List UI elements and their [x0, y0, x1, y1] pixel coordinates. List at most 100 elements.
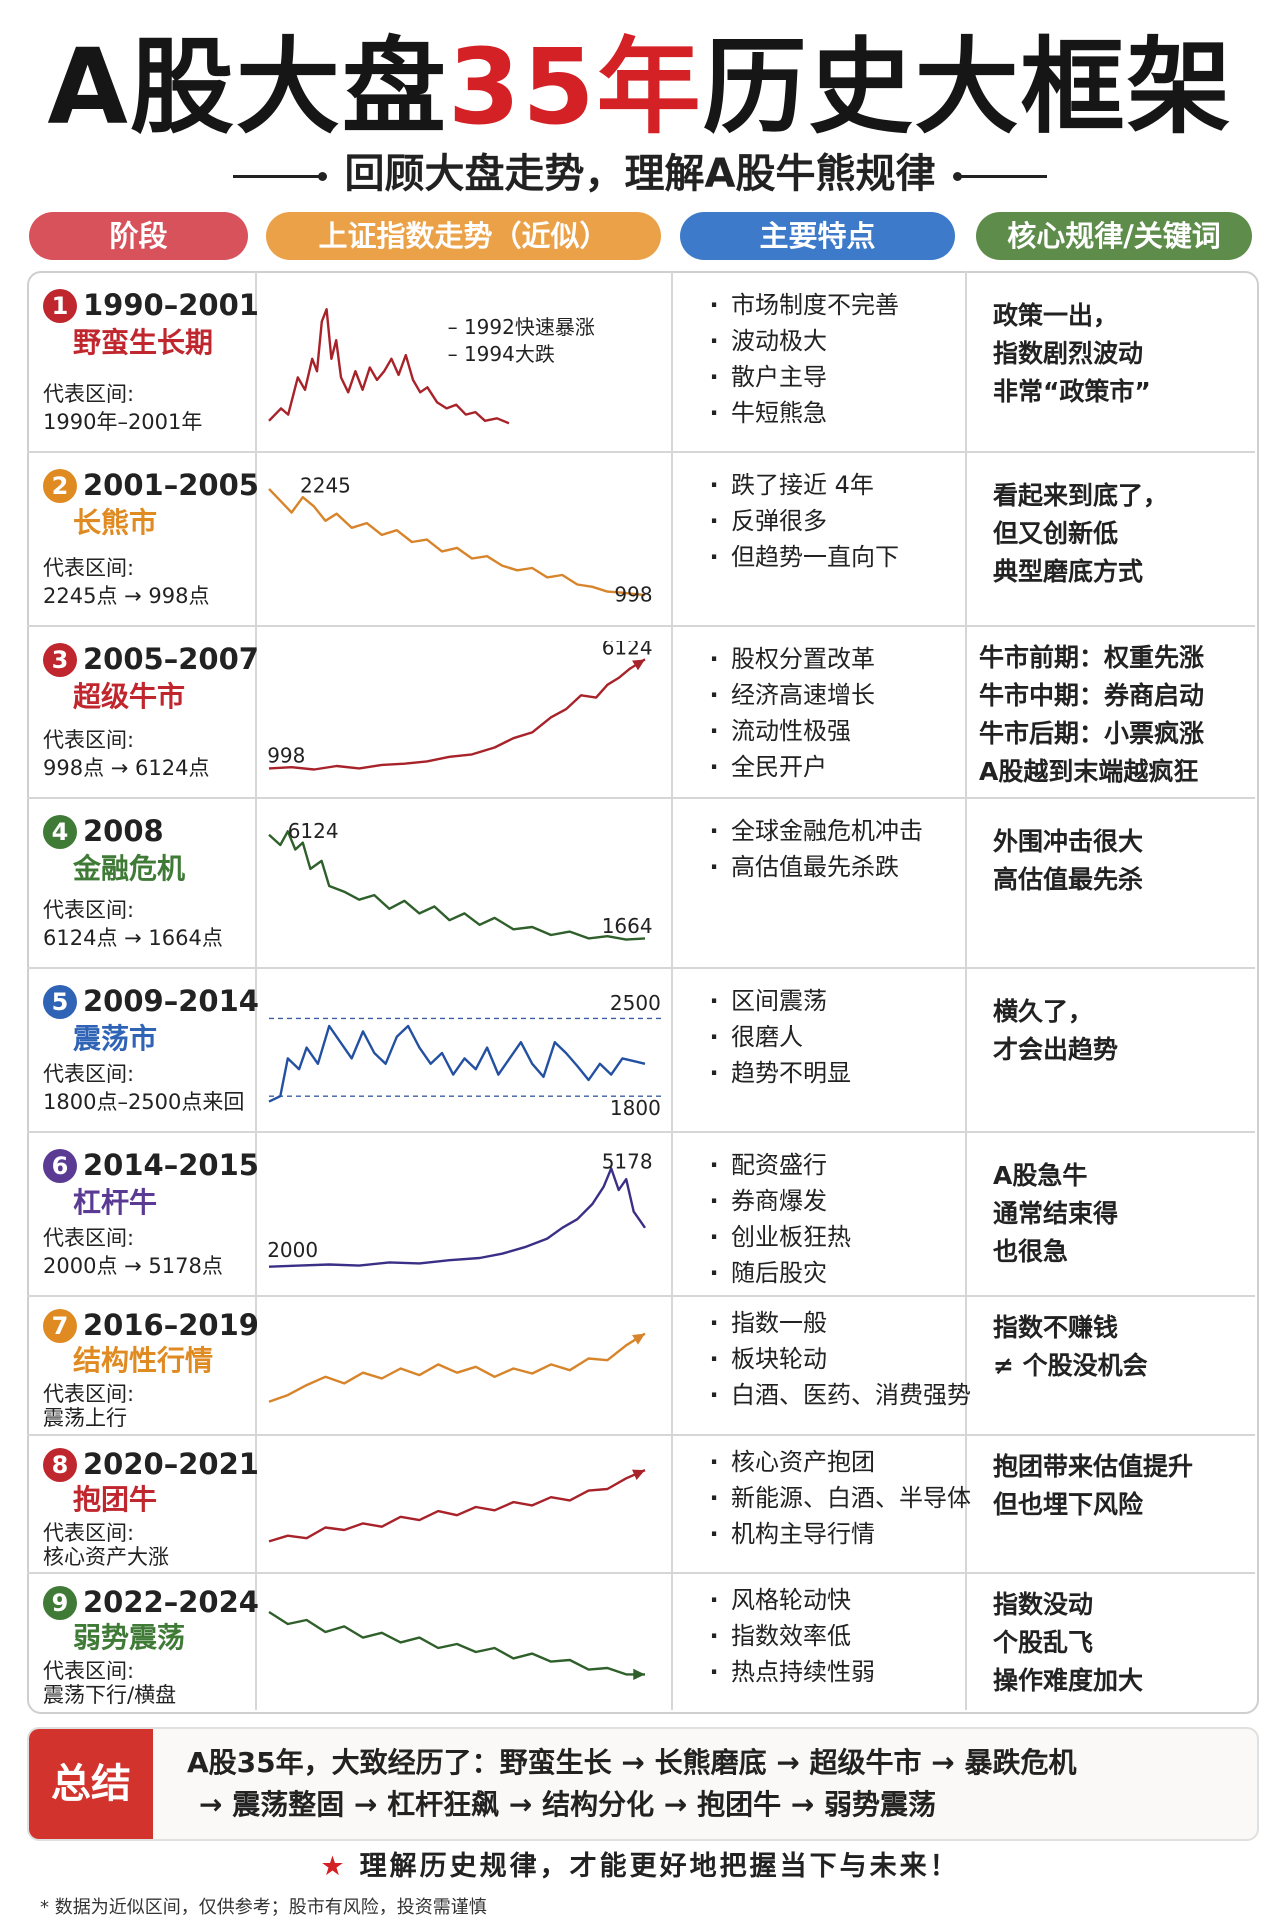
rule-line: 通常结束得 [993, 1199, 1119, 1228]
range-label: 代表区间: [43, 1521, 135, 1545]
range-label: 代表区间: [43, 1062, 135, 1086]
rule-line: ≠ 个股没机会 [993, 1351, 1148, 1380]
feature-item: 配资盛行 [693, 1147, 983, 1183]
rule-line: 但又创新低 [993, 519, 1119, 548]
rule-line: 非常“政策市” [993, 377, 1151, 406]
feature-item: 区间震荡 [693, 983, 983, 1019]
row-separator [27, 1572, 1255, 1574]
stage-name: 抱团牛 [73, 1483, 158, 1516]
feature-list: 区间震荡很磨人趋势不明显 [693, 983, 983, 1091]
feature-list: 配资盛行券商爆发创业板狂热随后股灾 [693, 1147, 983, 1291]
trend-chart-svg: – 1992快速暴涨 – 1994大跌 [268, 308, 595, 425]
feature-item: 经济高速增长 [693, 677, 983, 713]
rule-list: 牛市前期：权重先涨 牛市中期：券商启动 牛市后期：小票疯涨 A股越到末端越疯狂 [979, 639, 1241, 791]
rule-line: 抱团带来估值提升 [993, 1452, 1194, 1481]
feature-item: 核心资产抱团 [693, 1444, 983, 1480]
feature-item: 反弹很多 [693, 503, 983, 539]
trend-chart: 6124 1664 [259, 813, 689, 953]
feature-item: 市场制度不完善 [693, 287, 983, 323]
row-separator [27, 797, 1255, 799]
feature-item: 跌了接近 4年 [693, 467, 983, 503]
stage-number-badge: 1 [43, 289, 77, 323]
page-title: A股大盘35年历史大框架 [47, 26, 1233, 148]
trend-chart-svg [268, 1469, 646, 1543]
history-table [27, 271, 1259, 1714]
star-icon: ★ [320, 1851, 348, 1882]
rule-line: 个股乱飞 [993, 1628, 1094, 1657]
rule-line: 指数剧烈波动 [993, 339, 1144, 368]
feature-item: 股权分置改革 [693, 641, 983, 677]
stage-number-badge: 8 [43, 1448, 77, 1482]
column-divider [671, 271, 673, 1710]
trend-chart-svg [268, 1610, 645, 1681]
disclaimer-note: * 数据为近似区间，仅供参考；股市有风险，投资需谨慎 [40, 1897, 487, 1918]
range-label: 代表区间: [43, 1382, 135, 1406]
stage-name: 杠杆牛 [73, 1186, 158, 1219]
feature-list: 核心资产抱团新能源、白酒、半导体机构主导行情 [693, 1444, 983, 1552]
stage-years: 2014–2015 [83, 1148, 259, 1182]
range-value: 6124点 → 1664点 [43, 926, 223, 950]
range-value: 2000点 → 5178点 [43, 1254, 223, 1278]
trend-chart [259, 1450, 689, 1558]
trend-arrow-icon [632, 1333, 645, 1345]
stage-name: 超级牛市 [73, 680, 186, 713]
stage-years: 2020–2021 [83, 1447, 259, 1481]
chart-annotation: – 1994大跌 [448, 342, 555, 366]
feature-item: 白酒、医药、消费强势 [693, 1377, 983, 1413]
trend-line [268, 308, 510, 425]
subtitle-rule-left [232, 171, 327, 181]
summary-line-1: A股35年，大致经历了：野蛮生长 → 长熊磨底 → 超级牛市 → 暴跌危机 [187, 1746, 1077, 1779]
rule-list: 横久了， 才会出趋势 [993, 993, 1255, 1069]
rule-line: 指数没动 [993, 1590, 1094, 1619]
feature-item: 机构主导行情 [693, 1516, 983, 1552]
rule-line: 典型磨底方式 [993, 557, 1144, 586]
stage-name: 金融危机 [73, 852, 186, 885]
rule-line: 高估值最先杀 [993, 865, 1144, 894]
subtitle-rule-right [953, 171, 1048, 181]
stage-number-badge: 3 [43, 643, 77, 677]
summary-tag: 总结 [29, 1729, 153, 1839]
row-separator [27, 967, 1255, 969]
header-rules: 核心规律/关键词 [976, 212, 1252, 260]
rule-line: A股急牛 [993, 1161, 1088, 1190]
stage-years: 2016–2019 [83, 1308, 259, 1342]
stage-name: 弱势震荡 [73, 1621, 186, 1654]
feature-list: 市场制度不完善波动极大散户主导牛短熊急 [693, 287, 983, 431]
chart-annotation: 2500 [610, 991, 661, 1015]
stage-years: 2001–2005 [83, 468, 259, 502]
feature-list: 全球金融危机冲击高估值最先杀跌 [693, 813, 983, 885]
range-value: 998点 → 6124点 [43, 756, 210, 780]
stage-row: 1 1990–2001 野蛮生长期 代表区间: 1990年–2001年 – 1992快速暴… [27, 273, 1255, 453]
rule-line: 外围冲击很大 [993, 827, 1144, 856]
range-label: 代表区间: [43, 728, 135, 752]
trend-line [268, 658, 646, 771]
rule-line: 牛市中期：券商启动 [979, 681, 1205, 710]
trend-line [268, 1332, 646, 1403]
trend-arrow-icon [632, 1469, 645, 1480]
trend-chart-svg: 2245 998 [268, 473, 653, 607]
rule-list: 外围冲击很大 高估值最先杀 [993, 823, 1255, 899]
rule-line: 牛市前期：权重先涨 [979, 643, 1205, 672]
range-label: 代表区间: [43, 556, 135, 580]
chart-annotation: 998 [614, 583, 652, 607]
trend-chart [259, 1588, 689, 1694]
chart-annotation: 998 [267, 744, 305, 768]
rule-list: 政策一出， 指数剧烈波动 非常“政策市” [993, 297, 1255, 411]
trend-line [268, 1167, 646, 1268]
chart-annotation: – 1992快速暴涨 [448, 315, 595, 339]
row-separator [27, 1295, 1255, 1297]
trend-arrow-icon [633, 1668, 645, 1681]
rule-line: 也很急 [993, 1237, 1069, 1266]
feature-item: 风格轮动快 [693, 1582, 983, 1618]
trend-line [268, 488, 646, 597]
trend-chart: 2500 1800 [259, 983, 689, 1117]
trend-line [268, 830, 646, 941]
range-value: 1990年–2001年 [43, 410, 203, 434]
rule-line: 看起来到底了， [993, 481, 1169, 510]
trend-line [268, 1024, 646, 1103]
feature-item: 指数效率低 [693, 1618, 983, 1654]
rule-list: A股急牛通常结束得也很急 [993, 1157, 1255, 1271]
